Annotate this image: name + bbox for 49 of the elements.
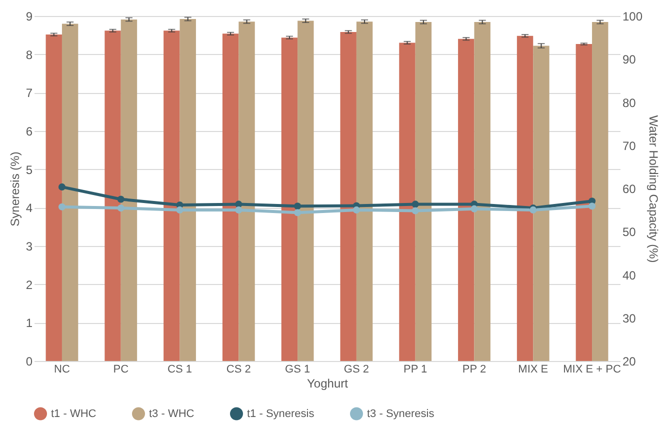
- point: [294, 202, 302, 210]
- legend-label: t1 - WHC: [51, 408, 96, 420]
- point: [58, 203, 66, 210]
- point: [235, 206, 242, 214]
- y-tick-label: 6: [26, 124, 33, 138]
- y2-tick-label: 40: [622, 268, 636, 282]
- y2-tick-label: 90: [622, 52, 636, 67]
- x-tick-label: MIX E: [518, 364, 548, 376]
- x-tick-label: GS 2: [344, 364, 369, 376]
- legend-label: t3 - WHC: [149, 408, 194, 420]
- y2-tick-label: 20: [622, 354, 636, 368]
- x-tick-label: CS 1: [168, 364, 192, 376]
- point: [470, 205, 478, 212]
- point: [352, 206, 360, 214]
- x-tick-label: CS 2: [226, 364, 251, 376]
- y-tick-label: 2: [26, 278, 33, 292]
- legend-label: t3 - Syneresis: [367, 408, 435, 420]
- x-tick-label: PC: [113, 364, 129, 376]
- y-tick-label: 0: [26, 354, 33, 368]
- x-tick-label: NC: [54, 364, 70, 376]
- y-tick-label: 3: [26, 240, 33, 254]
- point: [117, 196, 124, 203]
- y2-tick-label: 60: [622, 182, 636, 196]
- point: [588, 202, 596, 210]
- legend-label: t1 - Syneresis: [247, 408, 315, 420]
- point: [176, 206, 184, 214]
- point: [117, 204, 124, 212]
- y2-tick-label: 30: [622, 311, 636, 326]
- y-tick-label: 1: [26, 316, 33, 330]
- y2-tick-label: 50: [622, 225, 636, 240]
- y-axis-title: Syneresis (%): [8, 152, 22, 226]
- x-tick-label: MIX E + PC: [563, 364, 621, 376]
- y2-tick-label: 70: [622, 138, 636, 153]
- x-tick-label: GS 1: [285, 364, 310, 376]
- y2-axis-title: Water Holding Capacity (%): [646, 115, 661, 263]
- y-tick-label: 5: [26, 162, 33, 177]
- x-tick-label: PP 2: [462, 364, 486, 376]
- y-tick-label: 9: [26, 10, 33, 24]
- point: [412, 200, 419, 208]
- x-tick-label: PP 1: [404, 364, 428, 376]
- y-tick-label: 4: [26, 201, 33, 216]
- y2-tick-label: 100: [622, 10, 643, 24]
- y2-tick-label: 80: [622, 96, 636, 110]
- y-tick-label: 7: [26, 86, 33, 100]
- point: [58, 183, 66, 190]
- y-tick-label: 8: [26, 48, 33, 62]
- point: [294, 209, 302, 216]
- point: [412, 207, 419, 214]
- x-axis-title: Yoghurt: [307, 376, 349, 390]
